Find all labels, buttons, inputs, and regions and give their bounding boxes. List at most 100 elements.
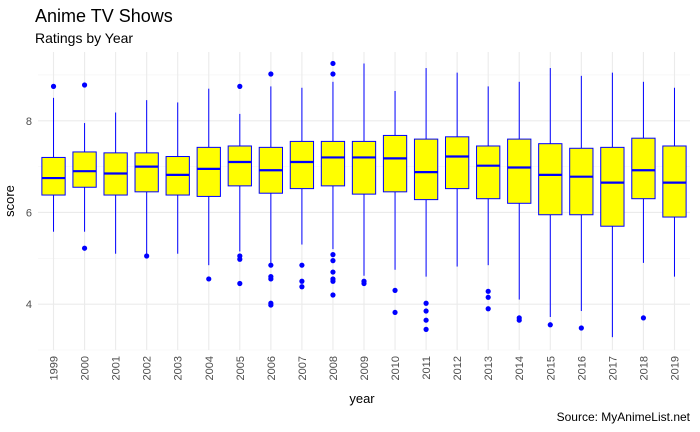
- outlier-point: [206, 276, 212, 282]
- outlier-point: [330, 71, 336, 77]
- chart-caption: Source: MyAnimeList.net: [556, 410, 690, 424]
- box-2007: [289, 87, 315, 290]
- outlier-point: [50, 83, 57, 89]
- outlier-point: [485, 294, 491, 300]
- iqr-box: [662, 145, 687, 218]
- x-tick-label: 2006: [266, 356, 278, 380]
- x-tick-label: 2012: [452, 356, 464, 380]
- x-axis-title: year: [349, 391, 375, 406]
- y-tick-label: 8: [26, 116, 32, 128]
- iqr-box: [445, 136, 470, 190]
- outlier-point: [423, 300, 429, 306]
- iqr-box: [413, 138, 439, 201]
- box-2014: [507, 81, 532, 323]
- x-tick-label: 2004: [204, 356, 216, 380]
- outlier-point: [330, 278, 336, 284]
- outlier-point: [330, 269, 336, 275]
- outlier-point: [485, 288, 491, 294]
- outlier-point: [268, 71, 274, 77]
- outlier-point: [144, 253, 150, 259]
- box-2006: [258, 71, 284, 308]
- outlier-point: [330, 292, 336, 298]
- box-2002: [134, 100, 159, 259]
- x-tick-label: 2007: [297, 356, 309, 380]
- box-2005: [227, 83, 252, 287]
- x-tick-label: 2019: [669, 356, 681, 380]
- box-2018: [631, 81, 656, 321]
- outlier-point: [330, 60, 336, 67]
- box-1999: [41, 83, 66, 232]
- box-2010: [382, 90, 408, 316]
- box-2001: [103, 112, 128, 254]
- x-tick-label: 2013: [483, 356, 495, 380]
- outlier-point: [81, 245, 88, 251]
- outlier-point: [299, 278, 305, 284]
- outlier-point: [237, 256, 243, 262]
- box-2000: [72, 82, 97, 251]
- box-2011: [413, 68, 439, 332]
- x-tick-label: 2015: [545, 356, 557, 380]
- box-2013: [476, 86, 501, 312]
- box-2008: [320, 60, 346, 298]
- x-tick-label: 2008: [328, 356, 340, 380]
- x-tick-label: 2018: [638, 356, 650, 380]
- x-tick-label: 2010: [390, 356, 402, 380]
- chart-subtitle: Ratings by Year: [35, 30, 134, 46]
- iqr-box: [476, 145, 501, 200]
- outlier-point: [392, 287, 398, 293]
- outlier-point: [423, 326, 429, 332]
- iqr-box: [507, 138, 532, 204]
- iqr-box: [227, 145, 252, 187]
- outlier-point: [81, 82, 88, 88]
- box-2012: [445, 72, 470, 267]
- x-tick-label: 2017: [607, 356, 619, 380]
- outlier-point: [237, 280, 243, 287]
- outlier-point: [423, 308, 429, 314]
- y-tick-label: 4: [26, 299, 32, 311]
- axes-layer: 4 6 8 1999 2000 2001 2002 2003 2004 2005 2006 2007 2…: [26, 116, 682, 381]
- outlier-point: [330, 258, 336, 264]
- iqr-box: [72, 151, 97, 188]
- iqr-box: [538, 143, 563, 216]
- iqr-box: [41, 156, 66, 196]
- outlier-point: [268, 302, 274, 308]
- outlier-point: [485, 306, 491, 312]
- outlier-point: [516, 317, 522, 323]
- outlier-point: [640, 315, 647, 321]
- outlier-point: [578, 325, 584, 331]
- box-2016: [569, 75, 594, 331]
- x-tick-label: 2002: [142, 356, 154, 380]
- outlier-point: [268, 276, 274, 282]
- box-2017: [600, 72, 625, 338]
- box-2015: [538, 68, 563, 328]
- x-tick-label: 2005: [235, 356, 247, 380]
- outlier-point: [330, 252, 336, 258]
- outlier-point: [392, 309, 398, 316]
- iqr-box: [196, 146, 221, 197]
- outlier-point: [423, 317, 429, 323]
- iqr-box: [134, 152, 159, 193]
- iqr-box: [382, 134, 408, 193]
- iqr-box: [631, 137, 656, 200]
- x-tick-label: 2003: [173, 356, 185, 380]
- x-tick-label: 2001: [111, 356, 123, 380]
- iqr-box: [320, 140, 346, 187]
- iqr-box: [569, 147, 594, 216]
- box-2009: [351, 63, 377, 287]
- x-tick-label: 1999: [49, 356, 61, 380]
- y-tick-label: 6: [26, 207, 32, 219]
- box-2003: [165, 102, 190, 254]
- boxes-layer: [41, 60, 687, 338]
- chart-title: Anime TV Shows: [35, 6, 173, 26]
- x-tick-label: 2009: [359, 356, 371, 380]
- outlier-point: [299, 284, 305, 290]
- box-2019: [662, 87, 687, 277]
- outlier-point: [268, 262, 274, 268]
- outlier-point: [237, 83, 243, 89]
- x-tick-label: 2011: [421, 356, 433, 380]
- y-axis-title: score: [2, 185, 17, 217]
- outlier-point: [547, 322, 553, 328]
- iqr-box: [600, 146, 625, 227]
